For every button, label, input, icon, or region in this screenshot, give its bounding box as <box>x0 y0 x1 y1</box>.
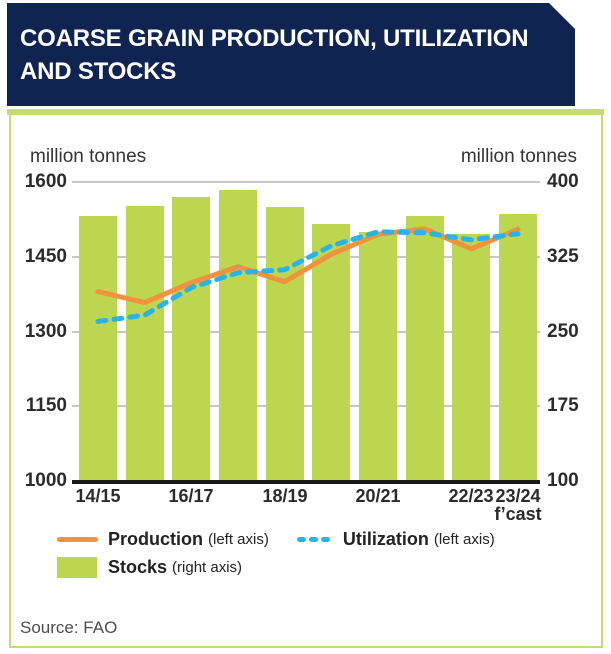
right-axis-tick-label: 325 <box>547 246 579 267</box>
stocks-bar <box>359 232 397 481</box>
right-axis-tick-label: 400 <box>547 171 579 192</box>
header-accent-strip <box>7 109 604 115</box>
right-axis-unit-label: million tonnes <box>460 146 577 167</box>
x-axis-tick-label: 20/21 <box>355 486 401 506</box>
left-axis-tick-label: 1150 <box>25 395 67 416</box>
left-axis-unit-label: million tonnes <box>30 146 147 167</box>
stocks-bar <box>219 190 257 481</box>
x-axis-tick-label: 23/24 <box>495 486 541 506</box>
right-axis-tick-label: 250 <box>547 321 579 342</box>
left-axis-tick-label: 1000 <box>24 470 67 491</box>
forecast-note: f’cast <box>494 504 542 524</box>
gridline <box>72 405 540 407</box>
legend-row-2: Stocks (right axis) <box>57 555 242 579</box>
stocks-bar <box>452 234 490 481</box>
stocks-bar-swatch <box>57 556 97 578</box>
right-axis-tick-label: 175 <box>547 395 579 416</box>
x-axis-tick-label: 18/19 <box>262 486 308 506</box>
stocks-bar <box>266 207 304 481</box>
legend-qualifier-utilization: (left axis) <box>433 530 495 548</box>
source-note: Source: FAO <box>20 618 118 637</box>
x-axis-tick-label: 16/17 <box>168 486 214 506</box>
legend-qualifier-production: (left axis) <box>208 530 269 548</box>
legend-label-stocks: Stocks <box>108 556 168 577</box>
stocks-bar <box>499 214 537 481</box>
legend-qualifier-stocks: (right axis) <box>172 558 243 576</box>
utilization-dash-swatch <box>296 536 330 542</box>
production-line-swatch <box>57 536 98 542</box>
stocks-bar <box>172 197 210 481</box>
left-axis-tick-label: 1450 <box>24 246 67 267</box>
gridline <box>72 181 540 183</box>
stocks-bar <box>126 206 164 481</box>
right-axis-tick-label: 100 <box>547 470 579 491</box>
x-axis-line <box>72 480 540 484</box>
stocks-bar <box>312 224 350 481</box>
gridline <box>72 331 540 333</box>
legend-label-production: Production <box>108 528 203 549</box>
left-axis-tick-label: 1300 <box>24 321 67 342</box>
left-axis-tick-label: 1600 <box>24 171 67 192</box>
stocks-bar <box>79 216 117 481</box>
stocks-bar <box>406 216 444 481</box>
legend-label-utilization: Utilization <box>342 528 429 549</box>
figure-title: COARSE GRAIN PRODUCTION, UTILIZATION AND… <box>20 25 529 85</box>
x-axis-tick-label: 14/15 <box>75 486 121 506</box>
figure-title-bar: COARSE GRAIN PRODUCTION, UTILIZATION AND… <box>7 3 575 106</box>
x-axis-tick-label: 22/23 <box>448 486 494 506</box>
legend-row-1: Production (left axis) Utilization (left… <box>57 528 495 550</box>
